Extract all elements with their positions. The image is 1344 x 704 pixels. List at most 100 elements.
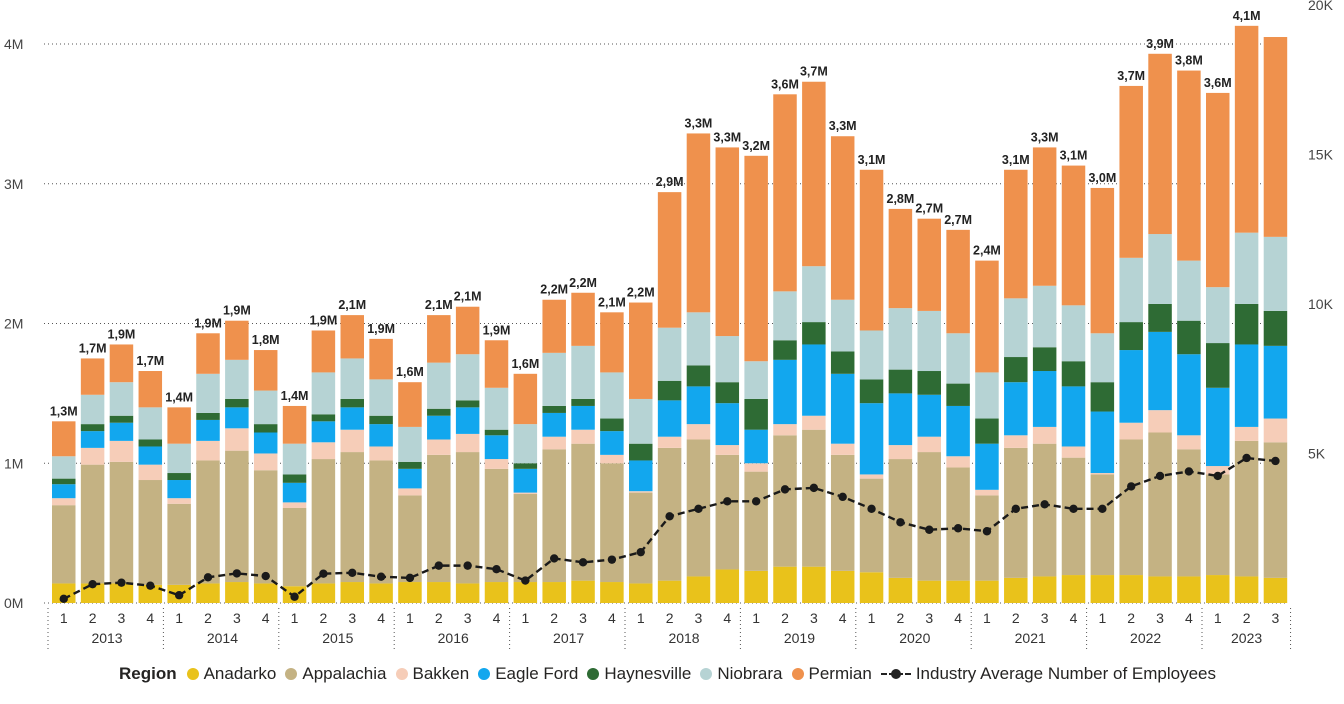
bar-segment-eagle-ford[interactable] bbox=[455, 407, 480, 434]
bar-segment-haynesville[interactable] bbox=[196, 412, 220, 420]
bar-segment-haynesville[interactable] bbox=[1119, 322, 1143, 351]
bar-segment-permian[interactable] bbox=[946, 229, 970, 334]
bar-segment-appalachia[interactable] bbox=[196, 460, 220, 584]
bar-segment-permian[interactable] bbox=[542, 299, 566, 353]
bar-segment-eagle-ford[interactable] bbox=[657, 400, 682, 437]
bar-segment-eagle-ford[interactable] bbox=[715, 403, 740, 446]
bar-segment-bakken[interactable] bbox=[773, 424, 797, 436]
bar-segment-anadarko[interactable] bbox=[225, 582, 249, 603]
bar-segment-permian[interactable] bbox=[225, 320, 249, 360]
bar-segment-permian[interactable] bbox=[311, 330, 336, 373]
bar-segment-permian[interactable] bbox=[398, 382, 422, 427]
bar-segment-anadarko[interactable] bbox=[311, 583, 336, 603]
bar-segment-haynesville[interactable] bbox=[1177, 320, 1201, 355]
bar-segment-bakken[interactable] bbox=[1177, 435, 1201, 450]
bar-segment-anadarko[interactable] bbox=[1032, 576, 1057, 603]
legend-item-niobrara[interactable]: Niobrara bbox=[700, 664, 783, 684]
bar-segment-anadarko[interactable] bbox=[455, 583, 480, 603]
employees-point[interactable] bbox=[1040, 500, 1049, 509]
bar-segment-bakken[interactable] bbox=[513, 492, 538, 494]
bar-segment-eagle-ford[interactable] bbox=[802, 344, 826, 416]
bar-segment-permian[interactable] bbox=[52, 421, 76, 457]
bar-segment-haynesville[interactable] bbox=[455, 400, 480, 408]
bar-segment-niobrara[interactable] bbox=[52, 456, 76, 479]
bar-segment-niobrara[interactable] bbox=[398, 426, 422, 462]
bar-segment-eagle-ford[interactable] bbox=[975, 443, 999, 490]
employees-point[interactable] bbox=[521, 576, 530, 585]
employees-point[interactable] bbox=[607, 555, 617, 564]
bar-segment-bakken[interactable] bbox=[369, 446, 393, 461]
bar-segment-bakken[interactable] bbox=[253, 453, 278, 471]
bar-segment-appalachia[interactable] bbox=[225, 450, 249, 583]
bar-segment-bakken[interactable] bbox=[686, 424, 711, 440]
employees-point[interactable] bbox=[982, 527, 992, 536]
bar-segment-eagle-ford[interactable] bbox=[484, 435, 509, 460]
bar-segment-appalachia[interactable] bbox=[917, 452, 942, 581]
bar-segment-bakken[interactable] bbox=[455, 433, 480, 453]
employees-point[interactable] bbox=[434, 561, 443, 570]
bar-segment-haynesville[interactable] bbox=[802, 322, 826, 345]
bar-segment-permian[interactable] bbox=[744, 155, 768, 362]
bar-segment-appalachia[interactable] bbox=[1032, 443, 1057, 577]
bar-segment-appalachia[interactable] bbox=[975, 495, 999, 581]
bar-segment-haynesville[interactable] bbox=[138, 439, 163, 447]
bar-segment-niobrara[interactable] bbox=[859, 330, 884, 380]
bar-segment-bakken[interactable] bbox=[600, 454, 624, 464]
bar-segment-anadarko[interactable] bbox=[773, 566, 797, 603]
employees-point[interactable] bbox=[751, 497, 761, 506]
bar-segment-eagle-ford[interactable] bbox=[398, 468, 422, 489]
bar-segment-eagle-ford[interactable] bbox=[917, 394, 942, 437]
bar-segment-anadarko[interactable] bbox=[600, 582, 624, 603]
bar-segment-permian[interactable] bbox=[773, 94, 797, 292]
bar-segment-appalachia[interactable] bbox=[138, 480, 163, 585]
employees-point[interactable] bbox=[1069, 504, 1078, 514]
bar-segment-appalachia[interactable] bbox=[1177, 449, 1201, 577]
bar-segment-anadarko[interactable] bbox=[686, 576, 711, 603]
bar-segment-appalachia[interactable] bbox=[1119, 439, 1143, 576]
bar-segment-eagle-ford[interactable] bbox=[196, 419, 220, 441]
bar-segment-appalachia[interactable] bbox=[398, 495, 422, 583]
bar-segment-appalachia[interactable] bbox=[600, 463, 624, 583]
bar-segment-permian[interactable] bbox=[1206, 92, 1230, 288]
bar-segment-bakken[interactable] bbox=[1004, 435, 1028, 448]
bar-segment-appalachia[interactable] bbox=[744, 471, 768, 571]
bar-segment-permian[interactable] bbox=[686, 133, 711, 313]
legend-item-appalachia[interactable]: Appalachia bbox=[285, 664, 387, 684]
bar-segment-niobrara[interactable] bbox=[888, 308, 913, 370]
bar-segment-anadarko[interactable] bbox=[657, 580, 682, 603]
bar-segment-eagle-ford[interactable] bbox=[167, 480, 191, 499]
legend-item-haynesville[interactable]: Haynesville bbox=[587, 664, 691, 684]
bar-segment-niobrara[interactable] bbox=[138, 407, 163, 440]
bar-segment-eagle-ford[interactable] bbox=[744, 429, 768, 464]
bar-segment-permian[interactable] bbox=[455, 306, 480, 355]
bar-segment-eagle-ford[interactable] bbox=[52, 484, 76, 499]
employees-point[interactable] bbox=[953, 524, 963, 533]
bar-segment-anadarko[interactable] bbox=[830, 570, 855, 603]
bar-segment-anadarko[interactable] bbox=[1148, 576, 1172, 603]
employees-point[interactable] bbox=[261, 571, 270, 581]
bar-segment-bakken[interactable] bbox=[1090, 473, 1115, 475]
bar-segment-eagle-ford[interactable] bbox=[773, 359, 797, 425]
employees-point[interactable] bbox=[405, 573, 415, 583]
bar-segment-permian[interactable] bbox=[109, 344, 134, 383]
employees-point[interactable] bbox=[1271, 456, 1280, 466]
employees-point[interactable] bbox=[1127, 482, 1136, 491]
employees-point[interactable] bbox=[1242, 453, 1251, 463]
bar-segment-bakken[interactable] bbox=[225, 428, 249, 451]
bar-segment-haynesville[interactable] bbox=[686, 365, 711, 387]
bar-segment-haynesville[interactable] bbox=[1004, 357, 1028, 383]
employees-point[interactable] bbox=[203, 573, 213, 582]
employees-point[interactable] bbox=[146, 581, 155, 590]
bar-segment-permian[interactable] bbox=[1090, 187, 1115, 334]
bar-segment-permian[interactable] bbox=[859, 169, 884, 331]
bar-segment-permian[interactable] bbox=[1119, 85, 1143, 258]
bar-segment-appalachia[interactable] bbox=[946, 467, 970, 581]
bar-segment-appalachia[interactable] bbox=[80, 464, 105, 584]
bar-segment-bakken[interactable] bbox=[1263, 418, 1288, 443]
bar-segment-niobrara[interactable] bbox=[253, 390, 278, 425]
bar-segment-niobrara[interactable] bbox=[773, 291, 797, 341]
bar-segment-eagle-ford[interactable] bbox=[340, 407, 365, 430]
bar-segment-anadarko[interactable] bbox=[946, 580, 970, 603]
bar-segment-niobrara[interactable] bbox=[1061, 305, 1086, 362]
bar-segment-appalachia[interactable] bbox=[802, 429, 826, 567]
